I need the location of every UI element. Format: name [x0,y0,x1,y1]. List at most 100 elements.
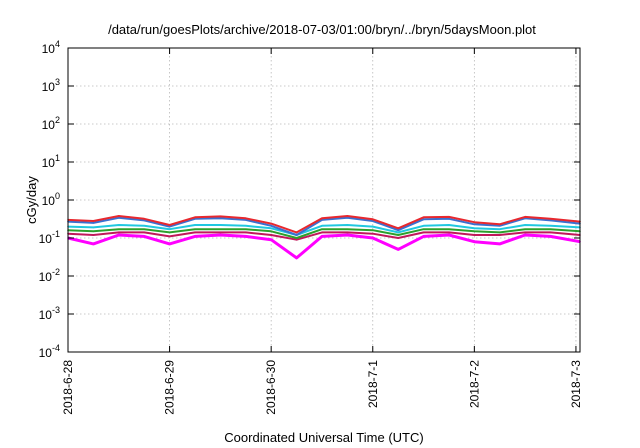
data-point [397,227,399,230]
y-tick-label: 10-2 [39,267,60,284]
y-tick-label: 10-1 [39,229,60,246]
data-point [168,243,171,245]
data-point [422,218,425,221]
y-tick-label: 101 [42,153,60,170]
data-point [498,228,501,231]
data-point [448,224,450,226]
data-point [117,224,120,226]
data-point [270,230,272,233]
y-tick-label: 104 [42,39,60,56]
data-point [143,231,145,234]
data-point [168,228,171,231]
data-point [397,234,399,236]
data-point [371,237,374,239]
series-layer [67,215,581,260]
data-point [244,228,247,231]
data-point [321,235,323,238]
data-point [295,238,298,241]
data-point [448,228,450,231]
data-point [549,228,552,231]
data-point [321,217,323,220]
data-point [244,219,247,221]
data-point [194,235,196,238]
data-point [219,217,222,220]
data-point [498,243,501,245]
data-point [422,231,425,234]
data-point [270,222,272,225]
data-point [270,238,272,241]
y-tick-label: 10-4 [39,343,60,360]
data-point [371,218,374,221]
data-point [371,232,374,235]
data-point [117,217,120,219]
y-tick-label: 10-3 [39,305,60,322]
data-point [219,231,222,234]
x-tick-label: 2018-6-30 [264,360,278,415]
data-point [371,229,374,232]
data-point [168,231,171,234]
chart-title: /data/run/goesPlots/archive/2018-07-03/0… [108,22,536,37]
data-point [346,231,349,234]
data-point [549,224,552,227]
data-point [498,231,501,234]
y-axis-label: cGy/day [24,176,39,224]
data-point [117,228,120,231]
data-point [143,235,145,238]
axis-ticks: 10-4 10-3 10-2 10-1 100 101 102 103 104 2018-6-28… [39,39,583,415]
data-point [371,220,374,222]
data-point [397,248,399,251]
data-point [194,228,196,231]
data-point [473,234,476,236]
data-point [117,231,120,234]
x-tick-label: 2018-7-3 [569,360,583,408]
y-tick-label: 100 [42,191,60,208]
data-point [346,217,349,219]
data-point [473,223,476,226]
data-point [473,240,476,243]
data-point [117,234,120,236]
data-point [448,231,450,234]
data-point [549,218,552,220]
data-point [549,219,552,222]
data-point [117,215,120,217]
data-point [321,228,323,231]
data-point [346,228,349,231]
data-point [321,231,323,234]
data-point [219,215,222,218]
data-point [448,234,450,236]
data-point [92,226,95,229]
data-point [92,243,95,245]
data-point [143,224,145,227]
data-point [346,234,349,236]
data-point [92,220,95,222]
data-point [295,237,298,239]
data-point [498,234,501,236]
data-point [219,234,222,236]
data-point [194,216,196,219]
data-point [92,230,95,233]
data-point [422,216,425,219]
data-point [244,231,247,234]
data-point [422,228,425,231]
data-point [168,225,171,228]
data-point [270,224,272,227]
data-point [524,234,526,236]
data-point [244,217,247,220]
data-point [270,234,272,236]
series-line [67,233,581,260]
x-axis-label: Coordinated Universal Time (UTC) [224,430,423,445]
x-tick-label: 2018-6-28 [61,360,75,415]
data-point [397,229,399,232]
data-point [397,237,399,239]
data-point [194,224,196,226]
y-tick-label: 102 [42,115,60,132]
data-point [244,224,247,227]
data-point [295,231,298,234]
data-point [295,257,298,259]
data-point [473,230,476,233]
data-point [422,224,425,227]
data-point [194,231,196,234]
data-point [346,215,349,217]
y-tick-label: 103 [42,77,60,94]
